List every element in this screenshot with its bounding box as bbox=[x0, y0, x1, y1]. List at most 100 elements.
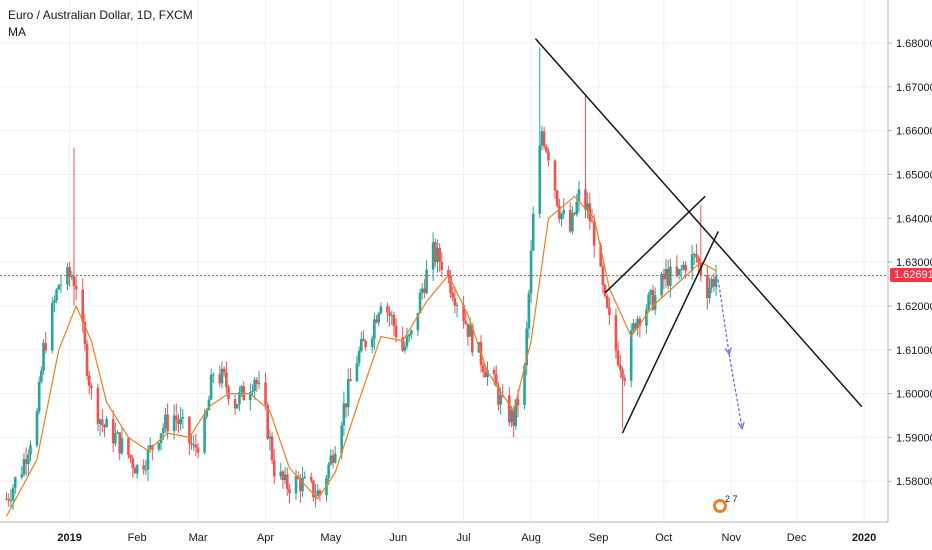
candle-body bbox=[510, 410, 513, 423]
candle-body bbox=[90, 385, 93, 388]
candle-body bbox=[74, 285, 78, 290]
watermark-badge: 2 7 bbox=[713, 494, 738, 513]
candle-body bbox=[238, 392, 241, 405]
candle-body bbox=[166, 414, 169, 432]
candle-body bbox=[605, 295, 609, 308]
candle-body bbox=[599, 245, 603, 267]
time-tick-label: 2020 bbox=[852, 532, 876, 544]
candle-body bbox=[394, 326, 398, 338]
candle-body bbox=[492, 370, 496, 374]
candle-body bbox=[525, 328, 529, 366]
projection-segment bbox=[728, 354, 743, 429]
candle-body bbox=[547, 151, 550, 161]
trendline-lower-channel bbox=[621, 231, 719, 434]
candle-body bbox=[573, 212, 576, 215]
trendlines[interactable] bbox=[534, 38, 863, 434]
candle-body bbox=[669, 266, 672, 286]
candle-body bbox=[283, 474, 287, 481]
candle-body bbox=[666, 268, 670, 286]
candle-body bbox=[318, 490, 322, 496]
candle-body bbox=[538, 145, 542, 214]
candle-body bbox=[616, 350, 620, 365]
candle-body bbox=[270, 436, 274, 461]
candle-body bbox=[710, 279, 714, 288]
candle-body bbox=[5, 498, 8, 500]
indicator-label: MA bbox=[8, 25, 26, 39]
candle-body bbox=[592, 222, 596, 246]
candle-body bbox=[211, 374, 215, 376]
candle-body bbox=[148, 445, 152, 450]
price-tick-label: 1.62000 bbox=[896, 301, 932, 313]
candle-body bbox=[651, 290, 655, 310]
candle-body bbox=[105, 419, 108, 428]
candle-body bbox=[664, 268, 668, 280]
price-tick-label: 1.61000 bbox=[896, 345, 932, 357]
candle-body bbox=[327, 464, 330, 478]
candle-body bbox=[425, 269, 428, 294]
candle-body bbox=[266, 404, 270, 439]
moving-average-line bbox=[5, 195, 717, 517]
candle-body bbox=[331, 455, 335, 463]
candle-body bbox=[111, 419, 115, 444]
candle-body bbox=[662, 273, 666, 280]
candle-body bbox=[601, 266, 605, 286]
candle-body bbox=[407, 334, 411, 337]
candle-body bbox=[512, 410, 515, 426]
candle-body bbox=[660, 273, 663, 296]
candle-body bbox=[697, 257, 700, 263]
candle-body bbox=[390, 314, 394, 316]
symbol-title: Euro / Australian Dollar, 1D, FXCM bbox=[8, 8, 193, 22]
candle-body bbox=[690, 254, 694, 271]
candle-body bbox=[629, 330, 633, 381]
candle-body bbox=[507, 395, 511, 423]
time-tick-label: 2019 bbox=[57, 532, 81, 544]
candle-body bbox=[359, 338, 363, 351]
candle-body bbox=[497, 386, 500, 405]
candle-body bbox=[486, 370, 489, 378]
candle-body bbox=[50, 302, 54, 351]
candle-body bbox=[653, 295, 657, 310]
candle-body bbox=[220, 368, 224, 384]
projection-arrowhead bbox=[737, 421, 745, 431]
candle-body bbox=[309, 476, 313, 481]
badge-text: 2 7 bbox=[725, 494, 738, 504]
candle-body bbox=[451, 292, 455, 299]
price-tick-label: 1.65000 bbox=[896, 169, 932, 181]
candle-body bbox=[205, 410, 209, 417]
candle-body bbox=[468, 325, 472, 337]
candle-body bbox=[13, 477, 17, 488]
candle-body bbox=[40, 370, 43, 382]
candle-body bbox=[11, 487, 15, 501]
projection-arrow[interactable] bbox=[717, 279, 745, 431]
candle-body bbox=[174, 415, 178, 420]
candle-body bbox=[312, 480, 315, 498]
candle-body bbox=[560, 213, 563, 220]
candle-body bbox=[571, 212, 574, 232]
candle-body bbox=[403, 346, 407, 351]
candle-body bbox=[470, 325, 474, 353]
candle-body bbox=[9, 500, 13, 502]
candle-body bbox=[346, 379, 350, 408]
candle-body bbox=[68, 267, 71, 277]
candle-body bbox=[207, 399, 211, 411]
candle-body bbox=[575, 201, 579, 215]
candle-body bbox=[179, 418, 182, 425]
candle-body bbox=[584, 189, 587, 210]
candle-body bbox=[388, 312, 391, 316]
candle-body bbox=[255, 379, 259, 385]
price-tick-label: 1.60000 bbox=[896, 389, 932, 401]
candle-body bbox=[285, 474, 289, 489]
candle-body bbox=[146, 449, 150, 470]
price-tick-label: 1.66000 bbox=[896, 126, 932, 138]
candle-body bbox=[196, 447, 200, 453]
candle-body bbox=[449, 275, 452, 293]
candle-body bbox=[253, 379, 256, 391]
candle-body bbox=[608, 307, 611, 316]
candle-body bbox=[562, 210, 566, 214]
candle-body bbox=[514, 399, 518, 426]
trendline-descending-resistance bbox=[534, 38, 863, 408]
time-tick-label: Feb bbox=[128, 532, 147, 544]
candle-body bbox=[333, 453, 337, 463]
candle-body bbox=[714, 276, 718, 287]
